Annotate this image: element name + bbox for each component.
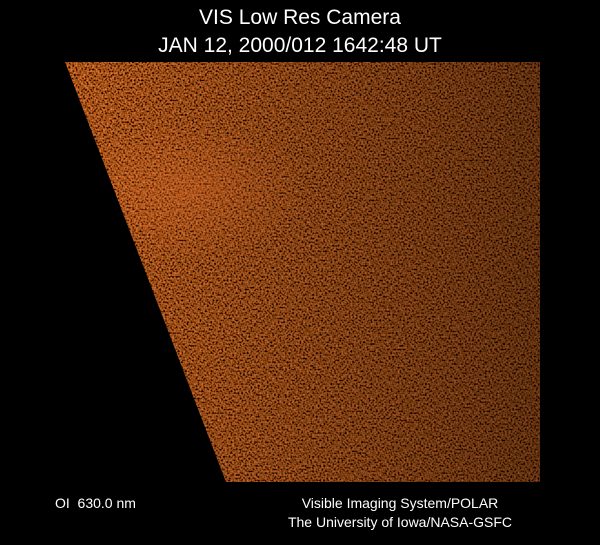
timestamp: JAN 12, 2000/012 1642:48 UT [158,34,442,57]
credit-line: Visible Imaging System/POLAR [302,495,499,511]
title: VIS Low Res Camera [199,6,401,29]
credit-line: The University of Iowa/NASA-GSFC [288,514,512,530]
filter-label: OI 630.0 nm [55,495,136,511]
